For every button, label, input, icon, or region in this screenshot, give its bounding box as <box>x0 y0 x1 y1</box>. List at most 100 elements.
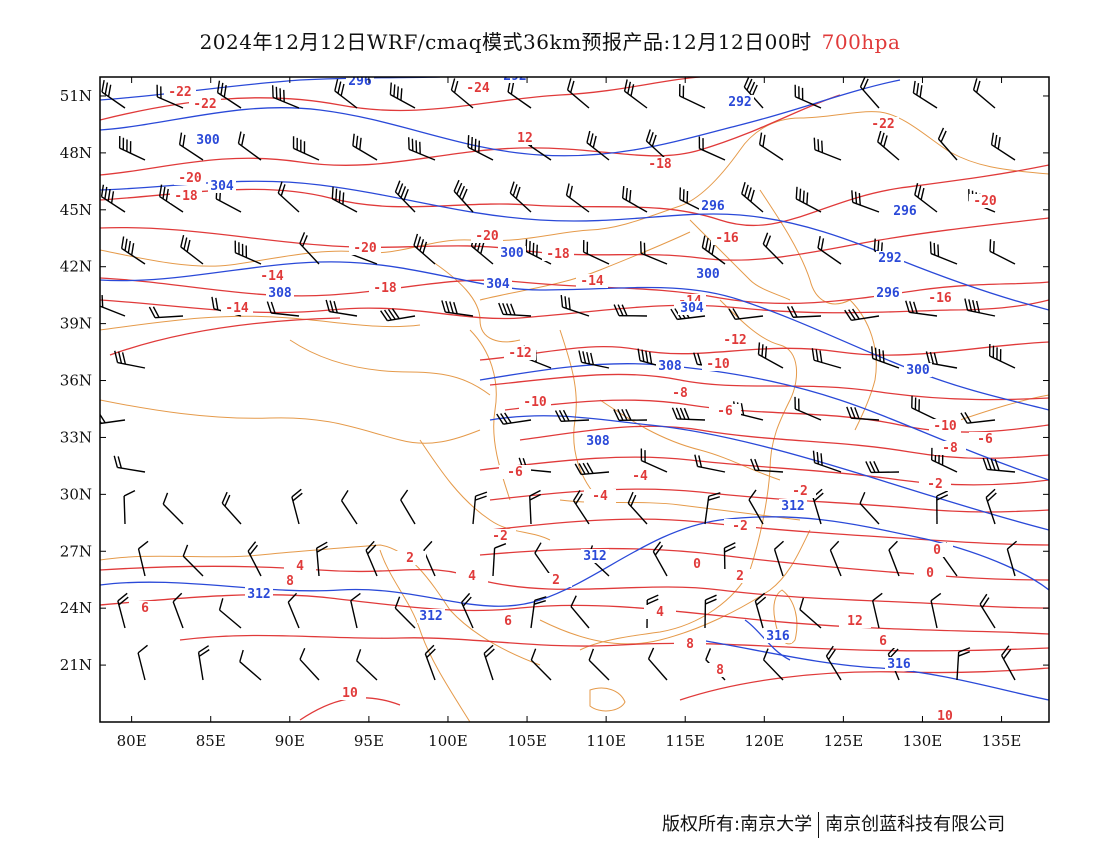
temperature-label: -16 <box>715 231 739 246</box>
isotherm <box>100 299 1049 320</box>
sichuan-border <box>419 439 551 541</box>
wind-barb <box>937 127 958 161</box>
wind-barb <box>234 240 262 265</box>
wind-barb <box>560 294 590 317</box>
wind-barb <box>795 186 822 213</box>
xinjiang-border <box>100 315 421 331</box>
label-halo <box>584 434 612 448</box>
temperature-label: 2 <box>552 573 560 588</box>
wind-barb <box>757 342 784 369</box>
label-halo <box>674 637 706 651</box>
wind-barb <box>588 648 610 681</box>
isotherm <box>100 217 1049 261</box>
title-text: 2024年12月12日WRF/cmaq模式36km预报产品:12月12日00时 <box>199 30 812 54</box>
wind-barb <box>566 78 590 109</box>
wind-barb <box>100 184 126 213</box>
label-halo <box>164 85 196 99</box>
wind-barb <box>578 350 610 369</box>
height-label: 300 <box>696 267 720 282</box>
x-tick-label: 100E <box>428 732 468 750</box>
wind-barb <box>121 236 146 265</box>
japan-coast <box>959 394 1049 421</box>
wind-barb <box>671 407 706 421</box>
footer: 版权所有:南京大学 南京创蓝科技有限公司 <box>662 810 1005 838</box>
wind-barb <box>340 490 358 525</box>
wind-barb <box>162 492 184 525</box>
wind-barb <box>586 130 610 161</box>
height-label: 308 <box>586 434 610 449</box>
temperature-label: 12 <box>847 614 863 629</box>
wind-barb <box>652 541 668 577</box>
label-halo <box>492 614 524 628</box>
y-tick-label: 24N <box>60 599 92 617</box>
isotherm <box>679 667 1049 701</box>
wind-barb <box>380 308 416 322</box>
temperature-label: -14 <box>260 269 284 284</box>
wind-barb <box>178 132 204 161</box>
x-tick-label: 105E <box>507 732 547 750</box>
y-axis-labels: 51N 48N 45N 42N 39N 36N 33N 30N 27N 24N 21N <box>60 87 92 674</box>
temperature-label: -10 <box>523 395 547 410</box>
label-halo <box>904 363 932 377</box>
label-halo <box>208 179 236 193</box>
wind-barb <box>100 412 126 425</box>
wind-barb <box>621 186 648 213</box>
wind-barb <box>394 596 416 629</box>
label-halo <box>924 291 956 305</box>
height-label: 292 <box>728 95 751 110</box>
wind-barb <box>158 184 184 213</box>
wind-barb <box>239 649 262 681</box>
wind-barb <box>389 82 416 109</box>
label-halo <box>867 634 899 648</box>
label-halo <box>504 346 536 360</box>
map-frame <box>99 76 1050 723</box>
label-halo <box>501 77 529 83</box>
wind-barb <box>911 395 938 421</box>
label-halo <box>709 404 741 418</box>
temperature-labels: -24-22-22-22-20-20-20-20-18-18-18-18-16-… <box>129 81 1001 722</box>
northeast-border <box>759 189 851 305</box>
x-tick-label: 85E <box>196 732 226 750</box>
label-halo <box>284 559 316 573</box>
wind-barb <box>334 78 358 109</box>
wind-barb <box>701 235 726 265</box>
label-halo <box>456 569 488 583</box>
wind-barb <box>365 540 378 577</box>
temperature-label: -6 <box>717 404 733 419</box>
temperature-label: -16 <box>928 291 952 306</box>
temperature-label: -2 <box>792 484 808 499</box>
height-label: 304 <box>210 179 234 194</box>
isotherm <box>479 341 1049 361</box>
y-tick-label: 27N <box>60 542 92 560</box>
wind-barb <box>315 541 328 577</box>
label-halo <box>499 465 531 479</box>
temperature-label: -6 <box>507 465 523 480</box>
x-axis-labels: 80E 85E 90E 95E 100E 105E 110E 115E 120E 125E 130E… <box>117 732 1022 750</box>
wind-barb <box>572 490 590 525</box>
label-halo <box>656 359 684 373</box>
label-halo <box>664 386 696 400</box>
temperature-label: -2 <box>927 477 943 492</box>
wind-barb <box>865 461 900 474</box>
wind-barb <box>762 648 784 681</box>
wind-barb <box>529 489 541 525</box>
label-halo <box>498 246 526 260</box>
label-halo <box>174 171 206 185</box>
wind-barb <box>565 183 590 213</box>
x-tick-label: 110E <box>586 732 626 750</box>
label-halo <box>540 573 572 587</box>
wind-barb <box>1000 645 1016 681</box>
isotherm <box>519 425 1049 460</box>
wind-barb <box>331 186 358 213</box>
wind-barb <box>496 412 532 425</box>
temperature-label: -8 <box>942 441 958 456</box>
wind-barb <box>704 492 721 525</box>
wind-barb <box>554 409 590 422</box>
isotherm <box>479 456 1049 486</box>
y-tick-label: 33N <box>60 428 92 446</box>
label-halo <box>764 629 792 643</box>
temperature-label: 4 <box>296 559 304 574</box>
wind-barb <box>750 458 784 473</box>
label-halo <box>644 605 676 619</box>
wind-barb <box>929 241 958 265</box>
